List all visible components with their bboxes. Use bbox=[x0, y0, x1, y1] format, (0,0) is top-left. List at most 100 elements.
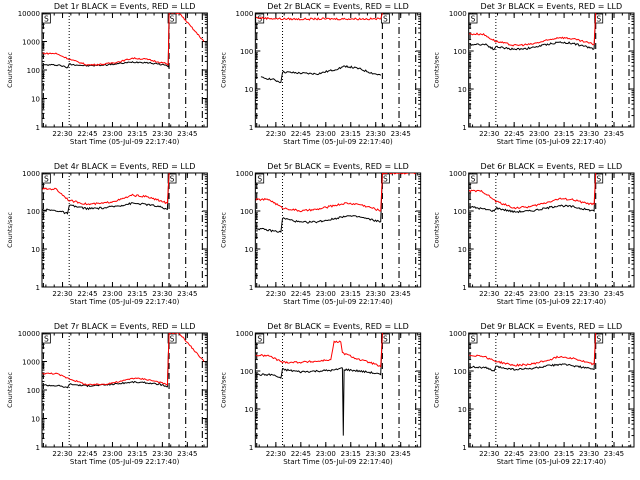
series-line-lld bbox=[469, 333, 597, 367]
y-tick-label: 1000 bbox=[22, 39, 40, 47]
series-line-events bbox=[469, 13, 597, 51]
marker-flag-box bbox=[594, 333, 604, 344]
x-tick-label: 22:30 bbox=[479, 290, 499, 298]
x-tick-label: 23:45 bbox=[177, 450, 197, 458]
marker-flag-label: S bbox=[44, 15, 49, 24]
x-axis-label: Start Time (05-Jul-09 22:17:40) bbox=[283, 138, 393, 146]
chart-panel: Det 3r BLACK = Events, RED = LLD 1 10 100 10… bbox=[433, 2, 635, 146]
marker-flag-label: S bbox=[471, 175, 476, 184]
chart-title: Det 8r BLACK = Events, RED = LLD bbox=[267, 322, 409, 331]
x-tick-label: 23:45 bbox=[391, 130, 411, 138]
marker-flag-box bbox=[380, 173, 390, 184]
x-tick-label: 23:30 bbox=[152, 290, 172, 298]
series-line-lld bbox=[468, 13, 597, 47]
x-tick-label: 22:45 bbox=[291, 450, 311, 458]
series-line-events bbox=[255, 173, 383, 233]
marker-flag-label: S bbox=[170, 175, 175, 184]
chart-title: Det 7r BLACK = Events, RED = LLD bbox=[54, 322, 196, 331]
plot-frame bbox=[41, 332, 208, 448]
x-tick-label: 23:30 bbox=[366, 290, 386, 298]
marker-flag-box bbox=[255, 173, 265, 184]
x-tick-label: 23:00 bbox=[529, 450, 549, 458]
x-tick-label: 22:30 bbox=[266, 290, 286, 298]
chart-panel: Det 2r BLACK = Events, RED = LLD 1 10 100 10… bbox=[219, 2, 422, 146]
x-tick-label: 23:00 bbox=[316, 290, 336, 298]
series-line-events bbox=[468, 173, 597, 214]
y-tick-label: 100 bbox=[453, 208, 466, 216]
y-axis-label: Counts/sec bbox=[433, 212, 441, 248]
x-tick-label: 23:45 bbox=[604, 130, 624, 138]
x-tick-label: 23:45 bbox=[391, 450, 411, 458]
chart-title: Det 2r BLACK = Events, RED = LLD bbox=[267, 2, 409, 11]
marker-flag-label: S bbox=[596, 15, 601, 24]
y-tick-label: 100 bbox=[27, 208, 40, 216]
marker-flag-box bbox=[468, 173, 478, 184]
series-line-lld bbox=[468, 173, 597, 210]
marker-flag-box bbox=[41, 173, 51, 184]
x-tick-label: 23:00 bbox=[529, 290, 549, 298]
x-axis-label: Start Time (05-Jul-09 22:17:40) bbox=[70, 298, 180, 306]
chart-panel: Det 6r BLACK = Events, RED = LLD 1 10 100 10… bbox=[433, 162, 635, 306]
x-tick-label: 22:45 bbox=[291, 290, 311, 298]
y-axis-label: Counts/sec bbox=[6, 52, 14, 88]
marker-flag-label: S bbox=[383, 15, 388, 24]
x-tick-label: 23:15 bbox=[554, 450, 574, 458]
plot-frame bbox=[254, 332, 422, 448]
x-tick-label: 23:45 bbox=[604, 450, 624, 458]
y-tick-label: 10 bbox=[458, 86, 467, 94]
y-tick-label: 1000 bbox=[236, 10, 254, 18]
y-tick-label: 100 bbox=[27, 67, 40, 75]
x-tick-label: 23:15 bbox=[127, 450, 147, 458]
y-tick-label: 1000 bbox=[236, 330, 254, 338]
x-tick-label: 23:30 bbox=[152, 130, 172, 138]
marker-flag-label: S bbox=[257, 175, 262, 184]
y-tick-label: 10 bbox=[31, 416, 40, 424]
y-tick-label: 100 bbox=[453, 48, 466, 56]
x-axis-label: Start Time (05-Jul-09 22:17:40) bbox=[70, 138, 180, 146]
series-line-events bbox=[255, 333, 383, 436]
marker-flag-box bbox=[41, 13, 51, 24]
marker-flag-box bbox=[594, 13, 604, 24]
y-tick-label: 1 bbox=[36, 444, 40, 452]
chart-panel: Det 4r BLACK = Events, RED = LLD 1 10 100 10… bbox=[6, 162, 208, 306]
plot-frame bbox=[254, 172, 422, 288]
x-tick-label: 22:45 bbox=[504, 450, 524, 458]
y-tick-label: 1000 bbox=[449, 170, 467, 178]
y-tick-label: 100 bbox=[240, 208, 253, 216]
y-tick-label: 1000 bbox=[22, 359, 40, 367]
marker-flag-label: S bbox=[170, 335, 175, 344]
marker-flag-box bbox=[167, 333, 177, 344]
marker-flag-label: S bbox=[257, 15, 262, 24]
y-axis-label: Counts/sec bbox=[433, 52, 441, 88]
marker-flag-label: S bbox=[471, 15, 476, 24]
marker-flag-box bbox=[167, 173, 177, 184]
chart-title: Det 5r BLACK = Events, RED = LLD bbox=[267, 162, 409, 171]
x-tick-label: 22:30 bbox=[479, 450, 499, 458]
x-axis-label: Start Time (05-Jul-09 22:17:40) bbox=[497, 458, 607, 466]
y-tick-label: 10 bbox=[458, 406, 467, 414]
plot-frame bbox=[254, 12, 422, 128]
x-tick-label: 23:30 bbox=[579, 290, 599, 298]
y-tick-label: 1000 bbox=[449, 10, 467, 18]
marker-flag-box bbox=[167, 13, 177, 24]
plot-frame bbox=[468, 172, 635, 288]
x-tick-label: 22:45 bbox=[504, 290, 524, 298]
marker-flag-label: S bbox=[383, 175, 388, 184]
y-axis-label: Counts/sec bbox=[6, 372, 14, 408]
x-tick-label: 22:45 bbox=[77, 450, 97, 458]
x-tick-label: 23:00 bbox=[102, 450, 122, 458]
chart-panel: Det 8r BLACK = Events, RED = LLD 1 10 100 10… bbox=[219, 322, 422, 466]
y-axis-label: Counts/sec bbox=[219, 372, 227, 408]
x-tick-label: 23:15 bbox=[341, 450, 361, 458]
y-tick-label: 10000 bbox=[18, 330, 40, 338]
marker-flag-box bbox=[594, 173, 604, 184]
x-axis-label: Start Time (05-Jul-09 22:17:40) bbox=[70, 458, 180, 466]
x-tick-label: 23:00 bbox=[316, 130, 336, 138]
plot-frame bbox=[468, 12, 635, 128]
x-tick-label: 22:45 bbox=[77, 290, 97, 298]
y-tick-label: 100 bbox=[240, 48, 253, 56]
x-tick-label: 23:30 bbox=[366, 450, 386, 458]
y-axis-label: Counts/sec bbox=[219, 52, 227, 88]
y-tick-label: 1 bbox=[36, 284, 40, 292]
